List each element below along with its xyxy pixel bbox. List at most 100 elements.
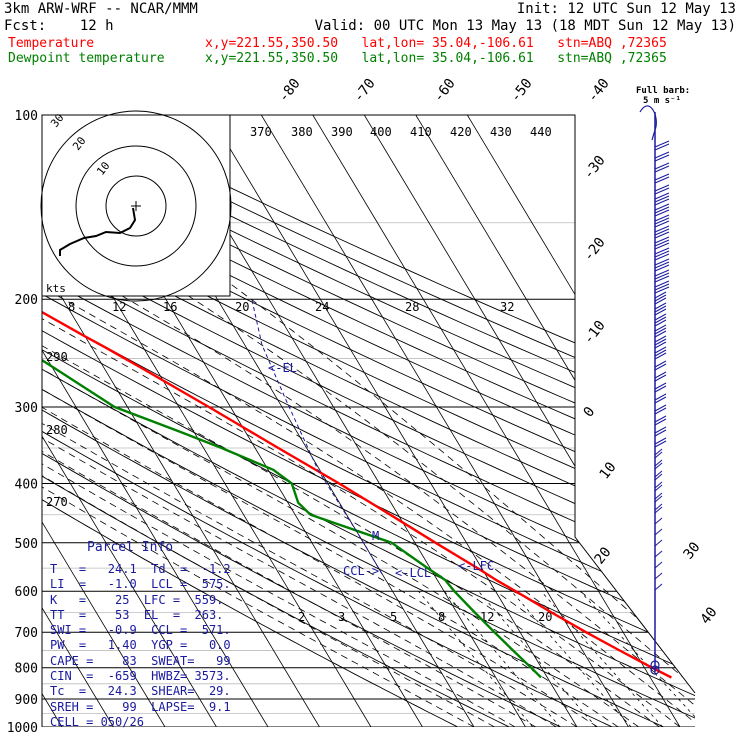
wind-barb [654, 231, 670, 239]
dry-adiabat-line [42, 115, 641, 727]
pressure-label: 800 [15, 662, 38, 677]
theta-e-label: 280 [46, 423, 68, 437]
calm-wind-circle [650, 660, 660, 670]
wind-barb [654, 269, 670, 277]
dry-adiabat-line [42, 115, 695, 727]
parcel-info-row: CELL = 050/26 [50, 714, 144, 729]
mixing-ratio-label: 16 [163, 300, 177, 314]
wind-barb [654, 209, 670, 217]
theta-label: 440 [530, 125, 552, 139]
wind-barb [654, 418, 667, 426]
theta-e-label: 270 [46, 495, 68, 509]
parcel-info-row: Tc = 24.3 SHEAR= 29. [50, 684, 231, 699]
wind-barb [654, 346, 667, 354]
isotherm-line [209, 115, 578, 727]
mixing-ratio-line [511, 590, 632, 727]
mixing-ratio-label: 12 [112, 300, 126, 314]
moist-adiabat-line [42, 222, 695, 727]
dry-adiabat-line [42, 115, 695, 727]
wind-barb [654, 470, 663, 478]
isotherm-label: -10 [581, 318, 609, 348]
wind-barb [654, 429, 667, 437]
wind-barb [654, 242, 670, 250]
wind-barb [654, 143, 670, 151]
mixing-ratio-label: 20 [538, 610, 552, 624]
calm-wind-circle [650, 665, 660, 675]
moist-adiabat-line [42, 222, 640, 727]
dry-adiabat-line [42, 115, 695, 727]
moist-adiabat-line [42, 222, 660, 727]
wind-barb [654, 305, 667, 313]
wind-barb [654, 291, 667, 299]
theta-e-label: 290 [46, 350, 68, 364]
wind-barb [654, 151, 670, 159]
wind-barb [654, 561, 663, 569]
dry-adiabat-line [42, 115, 695, 727]
wind-barb [654, 382, 667, 390]
isotherm-label: 20 [592, 544, 615, 567]
parcel-info-row: PW = 1.40 YGP = 0.0 [50, 638, 231, 653]
isotherm-label: 0 [581, 404, 599, 420]
parcel-path [251, 299, 383, 575]
isotherm-line [42, 115, 114, 727]
wind-barb [654, 286, 670, 294]
moist-adiabat-line [42, 222, 598, 727]
mixing-ratio-label: 20 [235, 300, 249, 314]
wind-barb [654, 462, 663, 470]
init-time: Init: 12 UTC Sun 12 May 13 [516, 1, 736, 17]
dry-adiabat-line [42, 115, 695, 727]
dry-adiabat-line [42, 115, 695, 727]
theta-label: 420 [450, 125, 472, 139]
theta-label: 390 [331, 125, 353, 139]
moist-adiabat-line [42, 222, 578, 727]
level-marker-lfc: <-LFC [458, 559, 494, 573]
legend-temperature-label: Temperature [8, 36, 95, 51]
wind-barb [654, 316, 667, 324]
pressure-label: 1000 [7, 721, 38, 736]
wind-barb [654, 264, 670, 272]
wind-barb [654, 324, 667, 332]
theta-label: 370 [250, 125, 272, 139]
parcel-info-row: K = 25 LFC = 559. [50, 592, 224, 607]
isotherm-line [42, 115, 166, 727]
mixing-ratio-label: 24 [315, 300, 329, 314]
hodograph-trace [59, 207, 137, 256]
wind-barb [654, 360, 667, 368]
parcel-info-row: CAPE = 83 SWEAT= 99 [50, 653, 231, 668]
wind-barb [654, 253, 670, 261]
hodograph-units-label: kts [46, 282, 66, 295]
wind-barb [654, 404, 667, 412]
wind-barb [654, 440, 667, 448]
parcel-info-table: T = 24.1 Td = -1.2 LI = -1.0 LCL = 575. K … [50, 562, 231, 730]
isotherm-label: 40 [698, 604, 721, 627]
plot-frame [42, 114, 696, 694]
moist-adiabat-line [42, 222, 681, 727]
mixing-ratio-line [443, 590, 561, 727]
wind-barb [654, 448, 663, 456]
dry-adiabat-line [42, 115, 589, 727]
wind-barb [654, 437, 667, 445]
isotherm-label: 10 [597, 459, 620, 482]
moist-adiabat-line [144, 222, 695, 727]
pressure-label: 400 [15, 477, 38, 492]
moist-adiabat-line [42, 222, 475, 727]
hodograph-ring [75, 145, 197, 267]
wind-barb [654, 506, 663, 514]
valid-time: Valid: 00 UTC Mon 13 May 13 (18 MDT Sun … [314, 18, 736, 34]
pressure-label: 600 [15, 585, 38, 600]
forecast-hour: Fcst: 12 h [4, 18, 114, 34]
legend-dewpoint-location: x,y=221.55,350.50 lat,lon= 35.04,-106.61… [205, 51, 667, 66]
isotherm-line [415, 115, 695, 727]
isotherm-label: -70 [351, 76, 379, 106]
wind-barb [654, 385, 667, 393]
wind-barb [654, 415, 667, 423]
wind-barb [654, 495, 663, 503]
wind-barb [654, 473, 663, 481]
temperature-profile [42, 115, 672, 679]
mixing-ratio-label: 5 [390, 610, 397, 624]
wind-barb [654, 228, 670, 236]
dry-adiabat-line [42, 115, 695, 727]
dry-adiabat-line [42, 115, 693, 727]
dewpoint-profile [42, 115, 542, 679]
